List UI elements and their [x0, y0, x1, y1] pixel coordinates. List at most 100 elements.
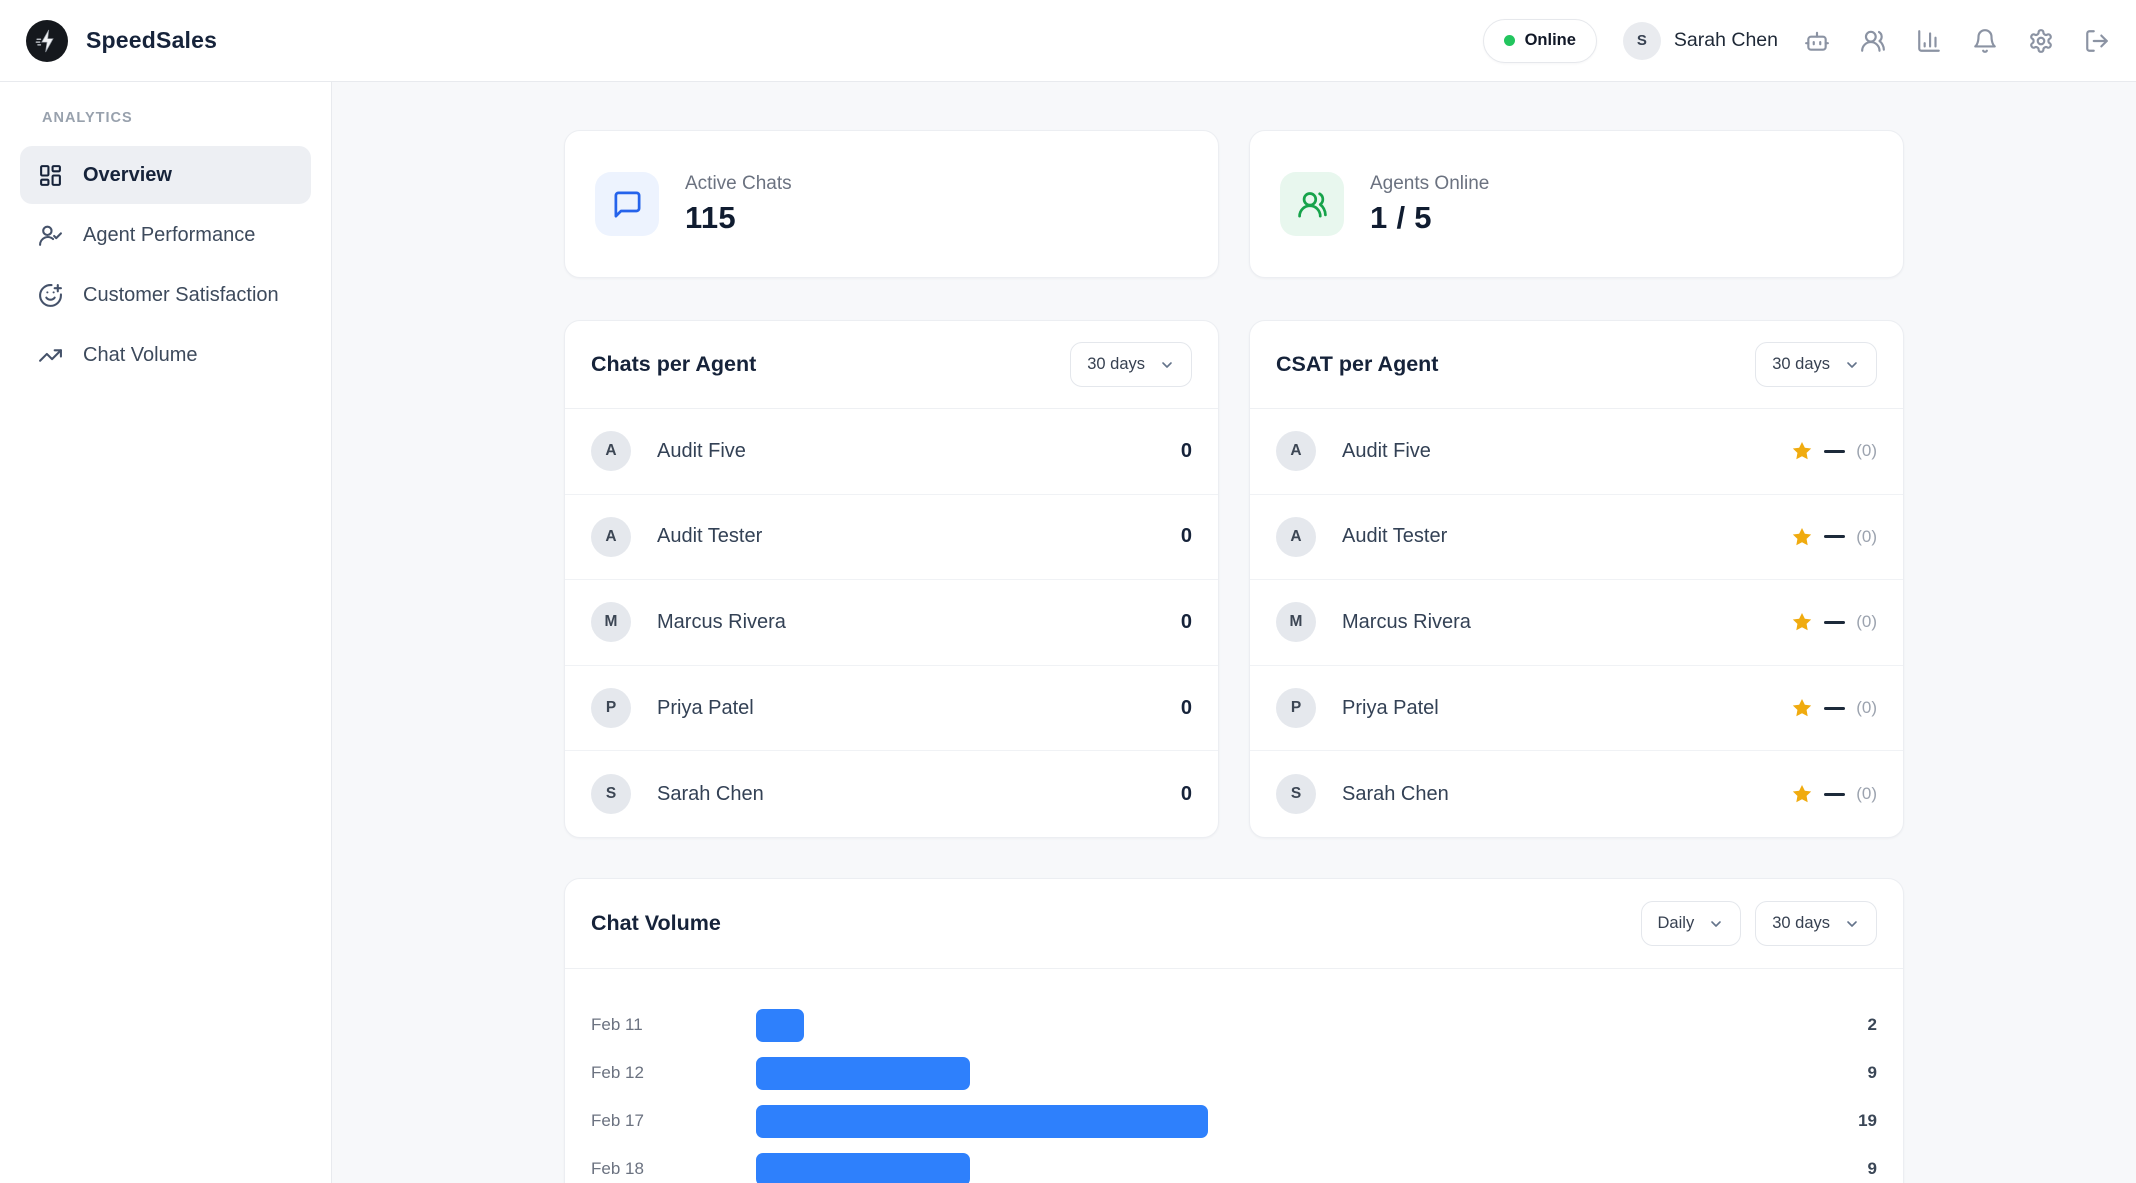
chat-volume-chart: Feb 11 2 Feb 12 9 Feb 17 19: [565, 969, 1903, 1183]
agent-row: M Marcus Rivera (0): [1250, 580, 1903, 666]
no-rating-dash: [1824, 706, 1846, 710]
speedsales-logo-icon: [26, 19, 68, 62]
avatar: M: [1276, 602, 1316, 643]
avatar: S: [591, 774, 631, 815]
log-out-icon[interactable]: [2084, 28, 2110, 54]
active-chats-card: Active Chats 115: [564, 130, 1219, 278]
chart-row: Feb 17 19: [591, 1097, 1877, 1145]
csat-per-agent-card: CSAT per Agent 30 days A Audit Five: [1249, 320, 1904, 838]
sidebar-item-agent-performance[interactable]: Agent Performance: [20, 206, 311, 264]
main-content: Active Chats 115 Agents Online 1 / 5: [332, 82, 2136, 1183]
chat-count: 0: [1180, 782, 1192, 805]
chat-count: 0: [1180, 696, 1192, 719]
brand: SpeedSales: [26, 19, 218, 62]
agent-row: M Marcus Rivera 0: [565, 580, 1218, 666]
rating-count: (0): [1856, 441, 1877, 461]
brand-name: SpeedSales: [86, 27, 218, 53]
chevron-down-icon: [1708, 916, 1724, 932]
chart-category-label: Feb 12: [591, 1063, 644, 1082]
chart-value-label: 19: [1858, 1111, 1877, 1130]
avatar: A: [591, 431, 631, 472]
sidebar-item-label: Agent Performance: [83, 223, 256, 246]
chart-bar: [756, 1056, 971, 1090]
chat-count: 0: [1180, 439, 1192, 462]
message-square-icon: [595, 172, 659, 236]
avatar: A: [591, 516, 631, 557]
sidebar-item-overview[interactable]: Overview: [20, 146, 311, 204]
bar-chart-icon[interactable]: [1916, 28, 1942, 54]
layout-dashboard-icon: [38, 163, 63, 188]
avatar: A: [1276, 431, 1316, 472]
csat-rating: (0): [1791, 697, 1877, 719]
stat-value: 115: [685, 199, 736, 235]
card-title: Chat Volume: [591, 911, 721, 935]
sidebar-item-label: Overview: [83, 163, 172, 186]
avatar: P: [591, 688, 631, 729]
agents-online-card: Agents Online 1 / 5: [1249, 130, 1904, 278]
settings-gear-icon[interactable]: [2028, 28, 2054, 54]
avatar: S: [1276, 774, 1316, 815]
star-icon: [1791, 440, 1813, 462]
agent-row: A Audit Tester 0: [565, 495, 1218, 581]
users-icon[interactable]: [1860, 28, 1886, 54]
header-icon-bar: [1804, 28, 2110, 54]
star-icon: [1791, 697, 1813, 719]
sidebar-item-label: Customer Satisfaction: [83, 283, 279, 306]
csat-rating: (0): [1791, 783, 1877, 805]
stat-value: 1 / 5: [1370, 199, 1432, 235]
sidebar-section-label: ANALYTICS: [42, 110, 133, 126]
card-title: Chats per Agent: [591, 352, 757, 376]
no-rating-dash: [1824, 535, 1846, 539]
sidebar-item-label: Chat Volume: [83, 343, 198, 366]
sidebar-item-chat-volume[interactable]: Chat Volume: [20, 326, 311, 384]
chats-period-select[interactable]: 30 days: [1070, 342, 1192, 387]
no-rating-dash: [1824, 792, 1846, 796]
csat-rating: (0): [1791, 611, 1877, 633]
trending-up-icon: [38, 343, 63, 368]
csat-period-select[interactable]: 30 days: [1755, 342, 1877, 387]
stat-label: Agents Online: [1370, 172, 1490, 194]
agent-row: S Sarah Chen (0): [1250, 751, 1903, 837]
chat-count: 0: [1180, 525, 1192, 548]
user-menu[interactable]: S Sarah Chen: [1622, 21, 1778, 60]
volume-period-select[interactable]: 30 days: [1755, 901, 1877, 946]
chat-count: 0: [1180, 610, 1192, 633]
online-status-label: Online: [1524, 31, 1576, 49]
rating-count: (0): [1856, 526, 1877, 546]
star-icon: [1791, 783, 1813, 805]
bot-icon[interactable]: [1804, 28, 1830, 54]
rating-count: (0): [1856, 698, 1877, 718]
star-icon: [1791, 611, 1813, 633]
chart-category-label: Feb 18: [591, 1159, 644, 1178]
csat-rating: (0): [1791, 440, 1877, 462]
sidebar: ANALYTICS Overview Agent Performance: [0, 82, 332, 1183]
agent-row: A Audit Tester (0): [1250, 495, 1903, 581]
chart-category-label: Feb 17: [591, 1111, 644, 1130]
chevron-down-icon: [1844, 357, 1860, 373]
agent-row: A Audit Five (0): [1250, 409, 1903, 495]
chart-bar: [756, 1104, 1209, 1138]
agent-row: S Sarah Chen 0: [565, 751, 1218, 837]
csat-rating: (0): [1791, 526, 1877, 548]
no-rating-dash: [1824, 620, 1846, 624]
chevron-down-icon: [1159, 357, 1175, 373]
chevron-down-icon: [1844, 916, 1860, 932]
chart-row: Feb 12 9: [591, 1049, 1877, 1097]
card-title: CSAT per Agent: [1276, 352, 1439, 376]
user-name: Sarah Chen: [1673, 29, 1778, 51]
users-green-icon: [1280, 172, 1344, 236]
avatar: A: [1276, 516, 1316, 557]
avatar: P: [1276, 688, 1316, 729]
online-dot-icon: [1503, 35, 1515, 46]
avatar: S: [1622, 21, 1661, 60]
chart-row: Feb 18 9: [591, 1145, 1877, 1183]
online-status-pill[interactable]: Online: [1482, 18, 1597, 63]
bell-icon[interactable]: [1972, 28, 1998, 54]
chart-bar: [756, 1152, 971, 1183]
agent-row: P Priya Patel (0): [1250, 666, 1903, 752]
chart-category-label: Feb 11: [591, 1015, 643, 1034]
stat-label: Active Chats: [685, 172, 792, 194]
frequency-select[interactable]: Daily: [1640, 901, 1742, 946]
user-check-icon: [38, 223, 63, 248]
sidebar-item-customer-satisfaction[interactable]: Customer Satisfaction: [20, 266, 311, 324]
